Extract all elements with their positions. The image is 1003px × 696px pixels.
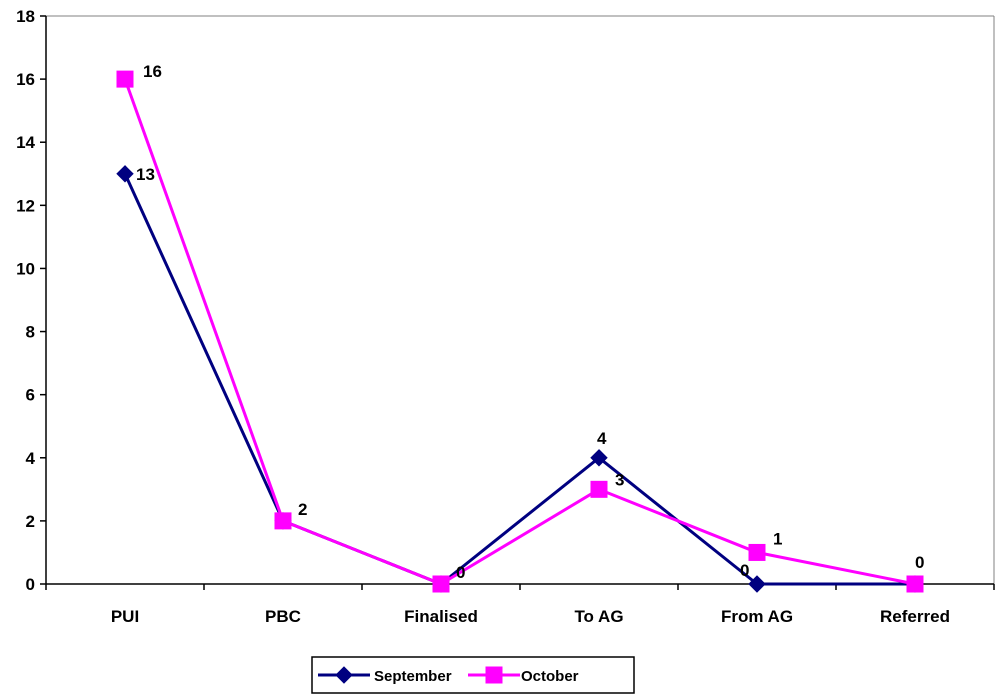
data-label: 4 [597, 429, 607, 448]
y-tick-label: 16 [16, 70, 35, 89]
legend-label: September [374, 668, 452, 685]
y-tick-label: 0 [26, 575, 35, 594]
y-tick-label: 2 [26, 512, 35, 531]
x-tick-label: To AG [574, 607, 623, 626]
data-label: 13 [136, 165, 155, 184]
data-label: 2 [298, 500, 307, 519]
legend-marker [335, 666, 353, 684]
y-tick-label: 12 [16, 196, 35, 215]
legend-marker [485, 666, 503, 684]
series-markers [116, 70, 924, 593]
data-point-october [116, 70, 134, 88]
y-tick-label: 14 [16, 133, 35, 152]
data-point-october [590, 480, 608, 498]
data-point-october [906, 575, 924, 593]
data-label: 0 [740, 561, 749, 580]
series-line-september [123, 173, 915, 586]
y-tick-label: 8 [26, 323, 35, 342]
series-lines [123, 78, 916, 586]
y-tick-label: 4 [26, 449, 36, 468]
data-point-september [590, 449, 608, 467]
y-tick-label: 18 [16, 7, 35, 26]
data-point-september [748, 575, 766, 593]
x-tick-label: PBC [265, 607, 301, 626]
data-label: 0 [915, 553, 924, 572]
data-point-october [274, 512, 292, 530]
x-tick-label: Referred [880, 607, 950, 626]
x-tick-label: From AG [721, 607, 793, 626]
data-label: 1 [773, 529, 782, 548]
data-point-october [432, 575, 450, 593]
series-line-october [123, 78, 916, 586]
data-label: 16 [143, 62, 162, 81]
legend-label: October [521, 668, 579, 685]
legend: September October [311, 656, 635, 694]
data-point-september [116, 165, 134, 183]
x-tick-label: PUI [111, 607, 139, 626]
x-tick-label: Finalised [404, 607, 478, 626]
data-point-october [748, 543, 766, 561]
data-label: 3 [615, 470, 624, 489]
data-label: 0 [456, 563, 465, 582]
y-tick-label: 10 [16, 259, 35, 278]
y-tick-label: 6 [26, 386, 35, 405]
data-labels: 13 16 2 0 4 3 0 1 0 [136, 62, 924, 582]
